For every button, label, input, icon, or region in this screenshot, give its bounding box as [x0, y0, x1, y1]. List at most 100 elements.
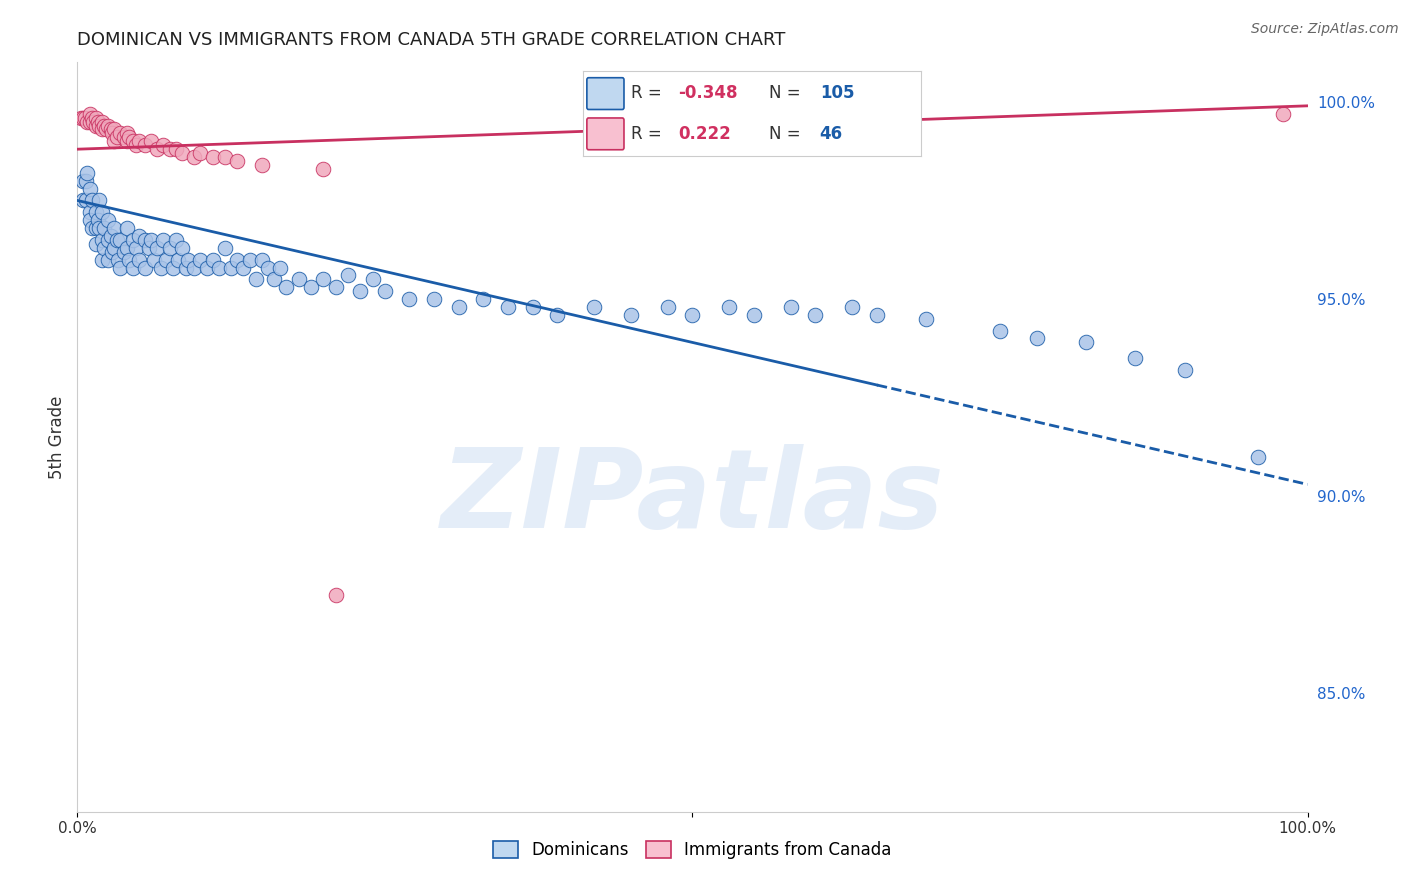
- Point: [115, 134, 138, 148]
- Point: [337, 268, 360, 283]
- Point: [115, 221, 138, 235]
- Point: [214, 150, 236, 164]
- Point: [472, 292, 495, 306]
- Point: [90, 205, 114, 219]
- Point: [866, 308, 889, 322]
- Point: [100, 122, 122, 136]
- Text: ZIPatlas: ZIPatlas: [440, 443, 945, 550]
- Point: [1272, 106, 1295, 120]
- Point: [121, 233, 143, 247]
- Point: [226, 154, 249, 169]
- Point: [94, 122, 117, 136]
- Point: [201, 252, 224, 267]
- Point: [105, 233, 128, 247]
- Point: [97, 233, 120, 247]
- Point: [75, 194, 97, 208]
- Point: [82, 111, 104, 125]
- Point: [195, 260, 218, 275]
- Point: [103, 221, 125, 235]
- Point: [112, 244, 135, 259]
- Point: [72, 194, 94, 208]
- Point: [121, 134, 143, 148]
- Point: [159, 142, 181, 156]
- Point: [146, 241, 169, 255]
- Point: [134, 260, 156, 275]
- Point: [110, 233, 132, 247]
- Point: [93, 221, 115, 235]
- Point: [150, 260, 173, 275]
- Point: [73, 111, 96, 125]
- Point: [79, 213, 101, 227]
- Point: [174, 260, 197, 275]
- Point: [183, 260, 205, 275]
- Point: [361, 272, 384, 286]
- Point: [155, 252, 177, 267]
- Point: [103, 122, 125, 136]
- Point: [110, 127, 132, 141]
- Point: [299, 280, 322, 294]
- Point: [115, 241, 138, 255]
- Legend: Dominicans, Immigrants from Canada: Dominicans, Immigrants from Canada: [485, 832, 900, 867]
- Point: [276, 280, 298, 294]
- Point: [79, 106, 101, 120]
- Point: [159, 241, 181, 255]
- Point: [165, 142, 187, 156]
- Point: [97, 252, 120, 267]
- Point: [423, 292, 446, 306]
- Point: [1026, 331, 1049, 345]
- Point: [915, 311, 938, 326]
- Point: [988, 324, 1011, 338]
- Point: [152, 233, 174, 247]
- Point: [112, 130, 135, 145]
- Point: [162, 260, 184, 275]
- Text: DOMINICAN VS IMMIGRANTS FROM CANADA 5TH GRADE CORRELATION CHART: DOMINICAN VS IMMIGRANTS FROM CANADA 5TH …: [77, 31, 786, 49]
- Point: [177, 252, 200, 267]
- Point: [226, 252, 249, 267]
- Point: [75, 174, 97, 188]
- Text: N =: N =: [769, 125, 800, 143]
- Text: 0.222: 0.222: [678, 125, 731, 143]
- Text: -0.348: -0.348: [678, 85, 738, 103]
- Text: Source: ZipAtlas.com: Source: ZipAtlas.com: [1251, 22, 1399, 37]
- Point: [79, 205, 101, 219]
- Point: [128, 252, 150, 267]
- Point: [141, 134, 163, 148]
- Point: [89, 221, 111, 235]
- Point: [118, 252, 141, 267]
- Point: [841, 300, 863, 314]
- Point: [107, 252, 129, 267]
- Point: [101, 127, 124, 141]
- Point: [84, 236, 107, 251]
- Point: [583, 300, 606, 314]
- Point: [742, 308, 765, 322]
- Point: [152, 138, 174, 153]
- Point: [72, 174, 94, 188]
- Point: [90, 252, 114, 267]
- Point: [97, 213, 120, 227]
- Point: [804, 308, 827, 322]
- Point: [100, 229, 122, 244]
- Point: [138, 241, 160, 255]
- Point: [79, 181, 101, 195]
- Point: [84, 119, 107, 133]
- Point: [110, 260, 132, 275]
- Point: [250, 158, 273, 172]
- Point: [121, 260, 143, 275]
- Point: [118, 130, 141, 145]
- Text: 46: 46: [820, 125, 842, 143]
- Point: [76, 166, 98, 180]
- Point: [657, 300, 679, 314]
- Point: [103, 241, 125, 255]
- Point: [134, 138, 156, 153]
- Point: [84, 221, 107, 235]
- Point: [125, 138, 148, 153]
- Point: [1076, 335, 1098, 350]
- Point: [288, 272, 311, 286]
- Point: [214, 241, 236, 255]
- Point: [250, 252, 273, 267]
- Point: [125, 241, 148, 255]
- Point: [219, 260, 242, 275]
- Point: [79, 114, 101, 128]
- Point: [90, 122, 114, 136]
- Point: [89, 194, 111, 208]
